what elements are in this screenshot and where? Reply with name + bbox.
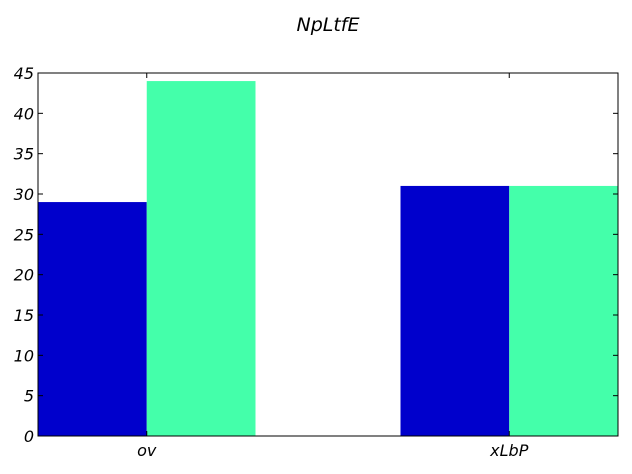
chart-title: NpLtfE (296, 14, 359, 36)
x-tick-label: xLbP (489, 441, 529, 460)
y-tick-label: 20 (14, 266, 34, 285)
bar-ov-series-2 (146, 81, 256, 437)
y-tick-label: 40 (14, 104, 34, 123)
y-tick-label: 35 (14, 145, 34, 164)
plot-frame (37, 72, 619, 437)
y-tick-label: 0 (24, 427, 34, 446)
bar-xLbP-series-2 (509, 185, 618, 436)
y-tick-label: 15 (14, 306, 34, 325)
y-tick-label: 5 (24, 387, 34, 406)
y-tick-label: 10 (14, 346, 34, 365)
bar-xLbP-series-1 (400, 185, 510, 436)
tick-labels: ov xLbP 0 5 10 15 20 25 30 35 40 45 (14, 64, 529, 460)
y-tick-label: 30 (14, 185, 34, 204)
y-tick-label: 25 (14, 225, 34, 244)
bar-ov-series-1 (38, 202, 147, 436)
bars (38, 81, 618, 437)
y-tick-label: 45 (14, 64, 34, 83)
x-tick-label: ov (137, 441, 157, 460)
